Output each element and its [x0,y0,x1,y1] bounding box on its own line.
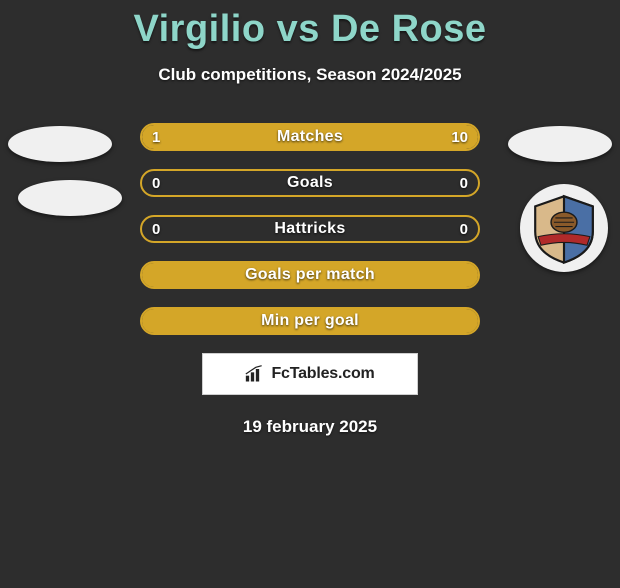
player-right-club-badge [520,184,608,272]
stat-label: Matches [142,125,478,149]
player-left-badge-2 [18,180,122,216]
page-subtitle: Club competitions, Season 2024/2025 [0,65,620,85]
stat-value-right: 10 [451,125,468,149]
player-left-badge-1 [8,126,112,162]
club-shield-icon [528,192,600,264]
stat-label: Hattricks [142,217,478,241]
bar-chart-icon [245,365,265,383]
stat-row-matches: 1 Matches 10 [140,123,480,151]
player-right-badge-1 [508,126,612,162]
branding-box[interactable]: FcTables.com [202,353,418,395]
stat-row-goals: 0 Goals 0 [140,169,480,197]
stat-value-right: 0 [460,217,468,241]
stat-label: Goals per match [142,263,478,287]
page-title: Virgilio vs De Rose [0,8,620,51]
stat-row-hattricks: 0 Hattricks 0 [140,215,480,243]
branding-text: FcTables.com [271,365,374,383]
stat-row-min-per-goal: Min per goal [140,307,480,335]
stat-label: Goals [142,171,478,195]
stat-row-goals-per-match: Goals per match [140,261,480,289]
stat-label: Min per goal [142,309,478,333]
stat-value-right: 0 [460,171,468,195]
date-text: 19 february 2025 [0,417,620,437]
